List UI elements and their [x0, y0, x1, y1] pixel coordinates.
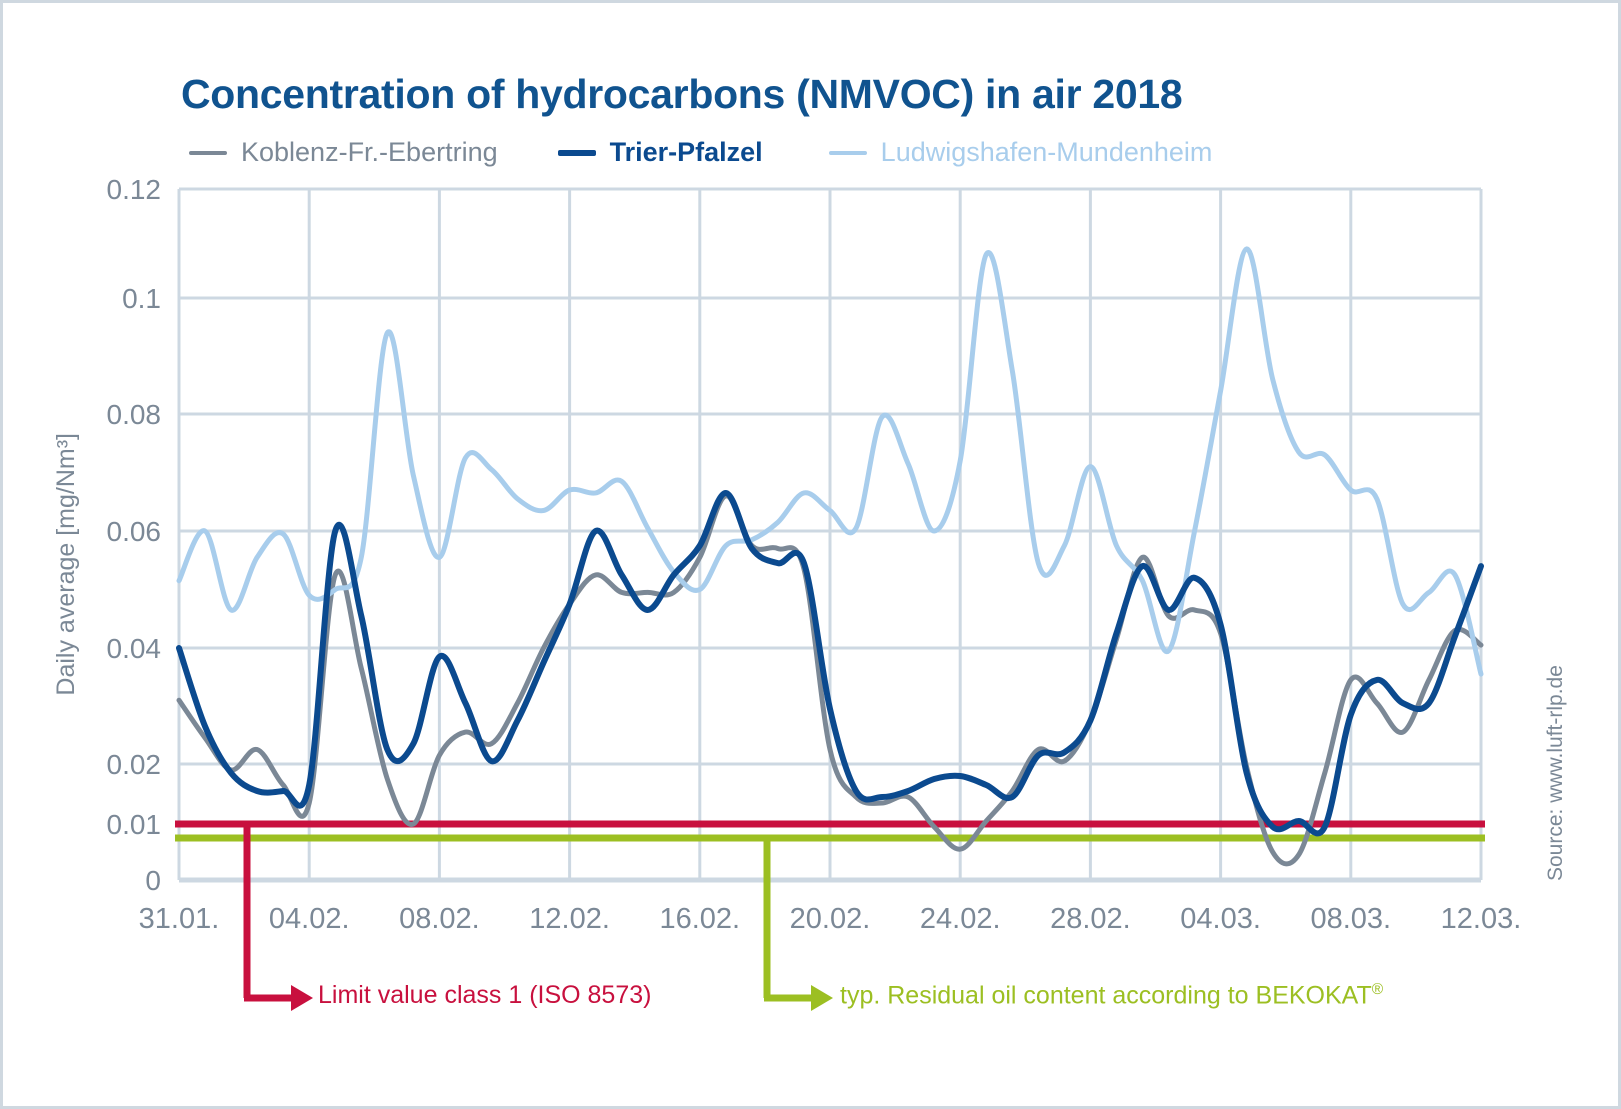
y-axis-tick-label: 0.12 — [107, 174, 162, 205]
x-axis-tick-label: 08.03. — [1310, 903, 1391, 935]
page-title: Concentration of hydrocarbons (NMVOC) in… — [181, 71, 1183, 117]
residual-oil-callout-arrowhead — [811, 985, 833, 1011]
legend-label-ludwigshafen: Ludwigshafen-Mundenheim — [880, 137, 1213, 167]
x-axis-tick-label: 08.02. — [399, 903, 480, 935]
limit-value-callout — [243, 824, 313, 1011]
legend-item-koblenz: Koblenz-Fr.-Ebertring — [189, 137, 498, 168]
legend-label-trier: Trier-Pfalzel — [609, 137, 763, 167]
series-line-trier-pfalzel — [176, 489, 1484, 837]
data-series — [176, 246, 1484, 867]
x-axis-tick-label: 16.02. — [659, 903, 740, 935]
x-axis-tick-label: 04.03. — [1180, 903, 1261, 935]
y-axis-ticks: 0 0.01 0.02 0.04 0.06 0.08 0.1 0.12 — [107, 174, 162, 896]
grid-lines — [177, 187, 1483, 883]
plot-area: 0 0.01 0.02 0.04 0.06 0.08 0.1 0.12 31.01. 04.02… — [107, 174, 1522, 1011]
legend-item-ludwigshafen: Ludwigshafen-Mundenheim — [828, 137, 1213, 168]
y-axis-tick-label: 0 — [145, 865, 161, 896]
registered-mark-icon: ® — [1371, 981, 1384, 998]
x-axis-tick-label: 24.02. — [920, 903, 1001, 935]
annotation-residual-oil-label: typ. Residual oil content according to B… — [840, 981, 1383, 1010]
legend-swatch-ludwigshafen — [828, 150, 867, 155]
annotation-arrows — [243, 824, 833, 1011]
series-line-koblenz-fr-ebertring — [176, 493, 1484, 867]
legend-swatch-trier — [557, 149, 596, 156]
y-axis-tick-label: 0.08 — [107, 399, 162, 430]
x-axis-tick-label: 12.02. — [529, 903, 610, 935]
source-credit: Source: www.luft-rlp.de — [1544, 665, 1567, 881]
x-axis-tick-label: 31.01. — [139, 903, 220, 935]
y-axis-tick-label: 0.06 — [107, 516, 162, 547]
legend-label-koblenz: Koblenz-Fr.-Ebertring — [241, 137, 498, 167]
x-axis-tick-label: 04.02. — [269, 903, 350, 935]
chart-legend: Koblenz-Fr.-Ebertring Trier-Pfalzel Ludw… — [189, 137, 1212, 168]
x-axis-ticks: 31.01. 04.02. 08.02. 12.02. 16.02. 20.02. 24.0… — [139, 903, 1522, 935]
x-axis-tick-label: 12.03. — [1441, 903, 1522, 935]
y-axis-tick-label: 0.02 — [107, 749, 162, 780]
legend-item-trier: Trier-Pfalzel — [557, 137, 763, 168]
x-axis-tick-label: 20.02. — [790, 903, 871, 935]
y-axis-tick-label: 0.1 — [122, 283, 161, 314]
y-axis-tick-label: 0.04 — [107, 633, 162, 664]
series-line-ludwigshafen-mundenheim — [176, 246, 1484, 677]
x-axis-tick-label: 28.02. — [1050, 903, 1131, 935]
annotation-residual-oil-text: typ. Residual oil content according to B… — [840, 981, 1372, 1010]
limit-value-callout-arrowhead — [291, 985, 313, 1011]
y-axis-tick-label: 0.01 — [107, 809, 162, 840]
annotation-limit-value-label: Limit value class 1 (ISO 8573) — [318, 981, 652, 1009]
residual-oil-callout — [763, 838, 833, 1011]
legend-swatch-koblenz — [189, 150, 227, 155]
